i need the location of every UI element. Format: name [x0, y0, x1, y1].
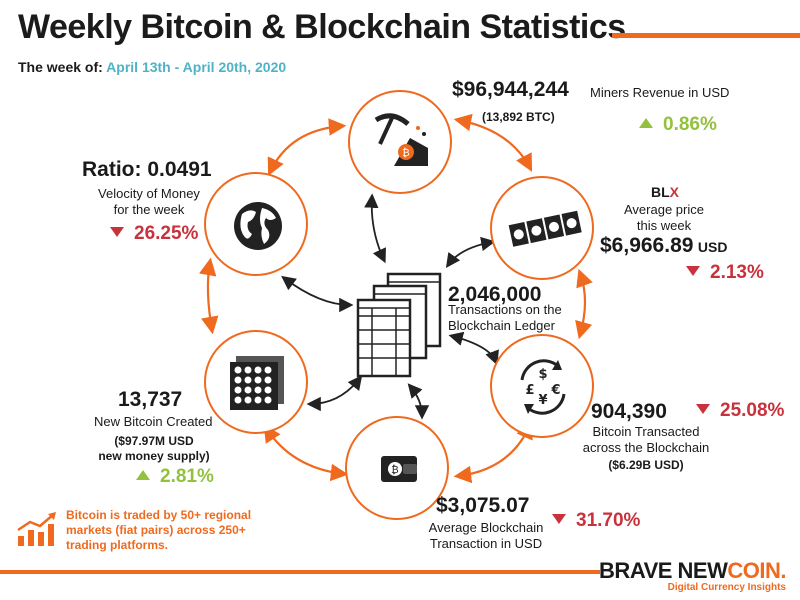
new-btc-change: 2.81% — [136, 466, 214, 488]
new-btc-value: 13,737 — [118, 388, 183, 411]
miners-change-value: 0.86% — [663, 114, 717, 135]
new-btc-sub: ($97.97M USD new money supply) — [98, 434, 210, 464]
transacted-sub: ($6.29B USD) — [608, 458, 684, 472]
miners-change: 0.86% — [639, 114, 717, 136]
ledger-icon — [356, 272, 442, 378]
week-line: The week of: April 13th - April 20th, 20… — [18, 59, 286, 75]
transactions-label-line2: Blockchain Ledger — [448, 318, 555, 333]
velocity-label-line1: Velocity of Money — [98, 186, 200, 201]
blx-logo-bl: BL — [651, 184, 670, 200]
growth-chart-icon — [17, 512, 56, 546]
blx-logo: BLX — [651, 184, 679, 200]
new-btc-label: New Bitcoin Created — [94, 414, 213, 429]
down-arrow-icon — [686, 266, 700, 276]
avg-tx-change-value: 31.70% — [576, 510, 641, 531]
currency-exchange-icon: $ £ € ¥ — [520, 359, 566, 415]
markets-note: Bitcoin is traded by 50+ regional market… — [66, 508, 252, 552]
down-arrow-icon — [696, 404, 710, 414]
transacted-label-line2: across the Blockchain — [582, 440, 710, 455]
transactions-label-line1: Transactions on the — [448, 302, 562, 317]
svg-text:₿: ₿ — [391, 464, 398, 476]
coin-grid-icon — [230, 356, 284, 410]
page-title: Weekly Bitcoin & Blockchain Statistics — [18, 8, 626, 46]
transacted-label: Bitcoin Transacted across the Blockchain — [576, 424, 716, 456]
avg-tx-circle: ₿ — [345, 416, 449, 520]
miners-circle: ₿ — [348, 90, 452, 194]
velocity-value: Ratio: 0.0491 — [82, 158, 212, 181]
brand-logo-part1: BRAVE NEW — [599, 558, 728, 583]
transacted-change-value: 25.08% — [720, 400, 785, 421]
up-arrow-icon — [639, 118, 653, 128]
miners-label: Miners Revenue in USD — [590, 85, 730, 100]
down-arrow-icon — [552, 514, 566, 524]
brand-tagline: Digital Currency Insights — [667, 582, 786, 593]
blx-circle — [490, 176, 594, 280]
velocity-label-line2: for the week — [113, 202, 185, 217]
velocity-circle — [204, 172, 308, 276]
svg-text:$: $ — [538, 367, 547, 382]
avg-tx-change: 31.70% — [552, 510, 640, 532]
week-dates: April 13th - April 20th, 2020 — [106, 59, 287, 75]
blx-unit: USD — [697, 239, 728, 255]
blx-value-line: $6,966.89 USD — [600, 234, 727, 258]
svg-text:₿: ₿ — [402, 147, 409, 159]
brand-logo: BRAVE NEWCOIN. — [599, 558, 786, 584]
footer-rule — [0, 570, 600, 574]
cash-stack-icon — [508, 210, 582, 247]
svg-text:£: £ — [525, 383, 534, 398]
blx-label-line1: Average price — [624, 202, 704, 217]
transactions-value: 2,046,000 — [448, 283, 542, 306]
globe-icon — [234, 202, 282, 250]
blx-change-value: 2.13% — [710, 262, 764, 283]
miners-value: $96,944,244 — [452, 78, 569, 101]
avg-tx-label-line1: Average Blockchain — [428, 520, 544, 535]
avg-tx-label: Average Blockchain Transaction in USD — [416, 520, 556, 552]
avg-tx-label-line2: Transaction in USD — [429, 536, 543, 551]
pickaxe-icon: ₿ — [374, 113, 428, 166]
velocity-label: Velocity of Money for the week — [90, 186, 208, 218]
svg-text:€: € — [550, 383, 560, 398]
blx-value: $6,966.89 — [600, 234, 694, 257]
blx-label: Average price this week — [612, 202, 716, 234]
transacted-value: 904,390 — [591, 400, 667, 423]
svg-text:¥: ¥ — [538, 393, 547, 408]
new-btc-change-value: 2.81% — [160, 466, 214, 487]
blx-logo-x: X — [669, 184, 680, 200]
new-btc-sub-line2: new money supply) — [98, 449, 210, 463]
wallet-icon: ₿ — [381, 456, 417, 482]
velocity-change: 26.25% — [110, 223, 198, 245]
down-arrow-icon — [110, 227, 124, 237]
avg-tx-value: $3,075.07 — [436, 494, 530, 517]
miners-sub: (13,892 BTC) — [482, 110, 555, 124]
blx-label-line2: this week — [636, 218, 692, 233]
blx-change: 2.13% — [686, 262, 764, 284]
velocity-change-value: 26.25% — [134, 223, 199, 244]
transacted-change: 25.08% — [696, 400, 784, 422]
brand-logo-part2: COIN. — [727, 558, 786, 583]
transacted-circle: $ £ € ¥ — [490, 334, 594, 438]
new-btc-sub-line1: ($97.97M USD — [114, 434, 194, 448]
transacted-label-line1: Bitcoin Transacted — [592, 424, 700, 439]
new-btc-circle — [204, 330, 308, 434]
title-underline — [612, 33, 800, 38]
up-arrow-icon — [136, 470, 150, 480]
transactions-label: Transactions on the Blockchain Ledger — [448, 302, 562, 334]
week-label: The week of: — [18, 59, 103, 75]
